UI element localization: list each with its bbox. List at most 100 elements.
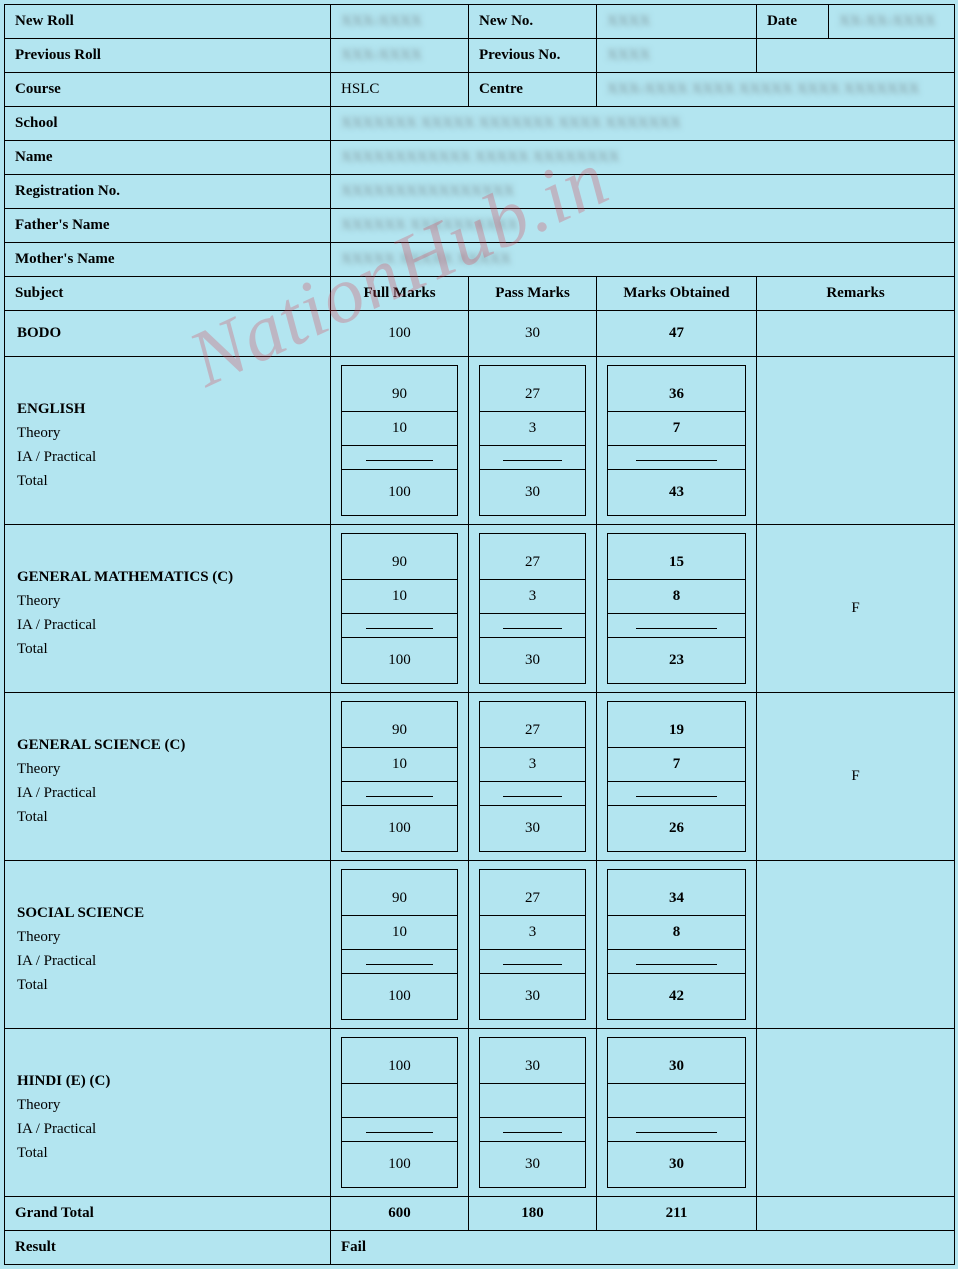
name-value: XXXXXXXXXXXX XXXXX XXXXXXXX xyxy=(331,141,955,175)
english-ia-pass: 3 xyxy=(480,412,586,446)
name-label: Name xyxy=(5,141,331,175)
hindi-ia-full xyxy=(342,1084,458,1118)
english-total-pass: 30 xyxy=(480,470,586,516)
subject-row-maths: GENERAL MATHEMATICS (C) Theory IA / Prac… xyxy=(5,525,955,693)
science-theory-obt: 19 xyxy=(608,702,746,748)
prev-roll-label: Previous Roll xyxy=(5,39,331,73)
hindi-theory-lbl: Theory xyxy=(17,1097,60,1113)
subject-row-social: SOCIAL SCIENCE Theory IA / Practical Tot… xyxy=(5,861,955,1029)
row-school: School XXXXXXX XXXXX XXXXXXX XXXX XXXXXX… xyxy=(5,107,955,141)
marksheet-table: New Roll XXX-XXXX New No. XXXX Date XX-X… xyxy=(4,4,955,1265)
science-ia-pass: 3 xyxy=(480,748,586,782)
science-rem: F xyxy=(757,693,955,861)
bodo-full: 100 xyxy=(331,311,469,357)
father-label: Father's Name xyxy=(5,209,331,243)
grand-obt: 211 xyxy=(597,1197,757,1231)
row-course: Course HSLC Centre XXX-XXXX XXXX XXXXX X… xyxy=(5,73,955,107)
social-ia-pass: 3 xyxy=(480,916,586,950)
row-reg: Registration No. XXXXXXXXXXXXXXXX xyxy=(5,175,955,209)
row-mother: Mother's Name XXXXX XXXXX XXXXX xyxy=(5,243,955,277)
english-total-obt: 43 xyxy=(608,470,746,516)
bodo-rem xyxy=(757,311,955,357)
english-name-cell: ENGLISH Theory IA / Practical Total xyxy=(5,357,331,525)
subject-row-hindi: HINDI (E) (C) Theory IA / Practical Tota… xyxy=(5,1029,955,1197)
social-theory-full: 90 xyxy=(342,870,458,916)
school-value: XXXXXXX XXXXX XXXXXXX XXXX XXXXXXX xyxy=(331,107,955,141)
centre-value: XXX-XXXX XXXX XXXXX XXXX XXXXXXX xyxy=(597,73,955,107)
social-rem xyxy=(757,861,955,1029)
maths-total-obt: 23 xyxy=(608,638,746,684)
social-total-lbl: Total xyxy=(17,977,48,993)
social-name-cell: SOCIAL SCIENCE Theory IA / Practical Tot… xyxy=(5,861,331,1029)
english-pass-cell: 27 3 30 xyxy=(469,357,597,525)
social-total-obt: 42 xyxy=(608,974,746,1020)
subject-row-bodo: BODO 100 30 47 xyxy=(5,311,955,357)
hindi-total-lbl: Total xyxy=(17,1145,48,1161)
maths-total-full: 100 xyxy=(342,638,458,684)
science-ia-obt: 7 xyxy=(608,748,746,782)
hindi-theory-full: 100 xyxy=(342,1038,458,1084)
course-value: HSLC xyxy=(331,73,469,107)
marks-header-row: Subject Full Marks Pass Marks Marks Obta… xyxy=(5,277,955,311)
english-ia-lbl: IA / Practical xyxy=(17,449,96,465)
english-ia-obt: 7 xyxy=(608,412,746,446)
subject-row-science: GENERAL SCIENCE (C) Theory IA / Practica… xyxy=(5,693,955,861)
row-new-roll: New Roll XXX-XXXX New No. XXXX Date XX-X… xyxy=(5,5,955,39)
result-label: Result xyxy=(5,1231,331,1265)
social-ia-lbl: IA / Practical xyxy=(17,953,96,969)
english-theory-full: 90 xyxy=(342,366,458,412)
maths-theory-obt: 15 xyxy=(608,534,746,580)
maths-ia-obt: 8 xyxy=(608,580,746,614)
centre-label: Centre xyxy=(469,73,597,107)
english-total-full: 100 xyxy=(342,470,458,516)
science-total-full: 100 xyxy=(342,806,458,852)
subject-row-english: ENGLISH Theory IA / Practical Total 90 1… xyxy=(5,357,955,525)
hdr-subject: Subject xyxy=(5,277,331,311)
hindi-name-cell: HINDI (E) (C) Theory IA / Practical Tota… xyxy=(5,1029,331,1197)
grand-full: 600 xyxy=(331,1197,469,1231)
father-value: XXXXXX XXXXXXXXXX xyxy=(331,209,955,243)
hdr-remarks: Remarks xyxy=(757,277,955,311)
science-name-cell: GENERAL SCIENCE (C) Theory IA / Practica… xyxy=(5,693,331,861)
maths-theory-pass: 27 xyxy=(480,534,586,580)
reg-label: Registration No. xyxy=(5,175,331,209)
english-name: ENGLISH xyxy=(17,401,85,417)
science-total-obt: 26 xyxy=(608,806,746,852)
science-ia-full: 10 xyxy=(342,748,458,782)
maths-name: GENERAL MATHEMATICS (C) xyxy=(17,569,233,585)
prev-no-value: XXXX xyxy=(597,39,757,73)
science-theory-pass: 27 xyxy=(480,702,586,748)
maths-theory-lbl: Theory xyxy=(17,593,60,609)
social-theory-pass: 27 xyxy=(480,870,586,916)
science-theory-full: 90 xyxy=(342,702,458,748)
hindi-ia-obt xyxy=(608,1084,746,1118)
maths-ia-full: 10 xyxy=(342,580,458,614)
hdr-pass: Pass Marks xyxy=(469,277,597,311)
date-value: XX-XX-XXXX xyxy=(829,5,955,39)
maths-theory-full: 90 xyxy=(342,534,458,580)
maths-ia-lbl: IA / Practical xyxy=(17,617,96,633)
mother-label: Mother's Name xyxy=(5,243,331,277)
science-name: GENERAL SCIENCE (C) xyxy=(17,737,185,753)
social-ia-full: 10 xyxy=(342,916,458,950)
grand-pass: 180 xyxy=(469,1197,597,1231)
result-value: Fail xyxy=(331,1231,955,1265)
science-total-pass: 30 xyxy=(480,806,586,852)
new-no-label: New No. xyxy=(469,5,597,39)
science-theory-lbl: Theory xyxy=(17,761,60,777)
english-full-cell: 90 10 100 xyxy=(331,357,469,525)
prev-blank xyxy=(757,39,955,73)
grand-label: Grand Total xyxy=(5,1197,331,1231)
social-name: SOCIAL SCIENCE xyxy=(17,905,144,921)
hindi-ia-lbl: IA / Practical xyxy=(17,1121,96,1137)
reg-value: XXXXXXXXXXXXXXXX xyxy=(331,175,955,209)
bodo-obt: 47 xyxy=(597,311,757,357)
bodo-name: BODO xyxy=(5,311,331,357)
maths-rem: F xyxy=(757,525,955,693)
english-theory-pass: 27 xyxy=(480,366,586,412)
grand-blank xyxy=(757,1197,955,1231)
hindi-theory-pass: 30 xyxy=(480,1038,586,1084)
maths-total-pass: 30 xyxy=(480,638,586,684)
english-total-lbl: Total xyxy=(17,473,48,489)
hdr-obtained: Marks Obtained xyxy=(597,277,757,311)
